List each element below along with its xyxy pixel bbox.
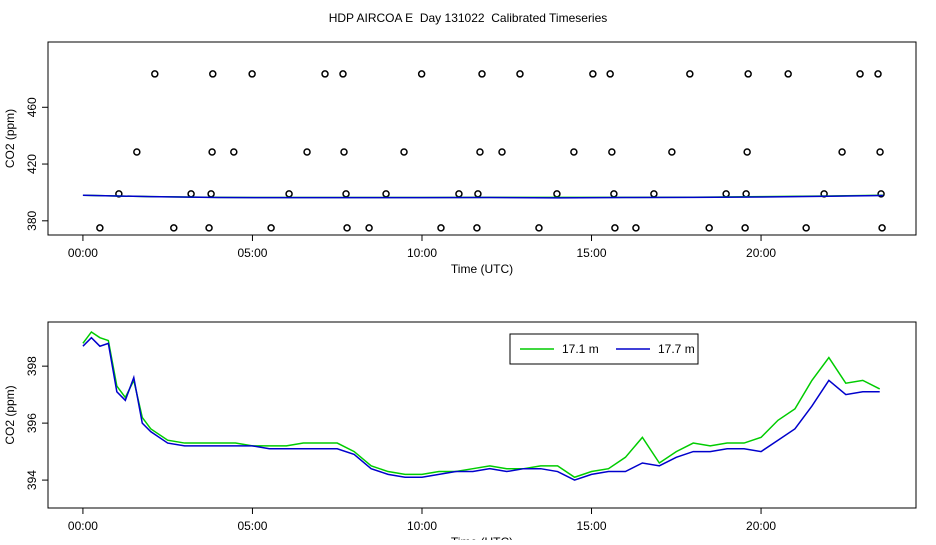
data-point [874, 70, 882, 78]
x-tick-label: 20:00 [746, 519, 776, 533]
data-point [207, 190, 215, 198]
y-axis-label: CO2 (ppm) [3, 109, 17, 168]
data-point [365, 224, 373, 232]
data-point [878, 224, 886, 232]
data-point [610, 190, 618, 198]
data-point [151, 70, 159, 78]
data-point [478, 70, 486, 78]
data-point [230, 148, 238, 156]
data-point [686, 70, 694, 78]
data-point [339, 70, 347, 78]
data-point [606, 70, 614, 78]
data-point [321, 70, 329, 78]
data-point [589, 70, 597, 78]
data-point [742, 190, 750, 198]
data-point [342, 190, 350, 198]
data-point [248, 70, 256, 78]
data-point [743, 148, 751, 156]
data-point [208, 148, 216, 156]
x-axis-label: Time (UTC) [451, 262, 513, 276]
x-tick-label: 15:00 [577, 246, 607, 260]
y-tick-label: 394 [25, 470, 39, 490]
data-point [632, 224, 640, 232]
data-point [400, 148, 408, 156]
data-point [343, 224, 351, 232]
legend-label: 17.1 m [562, 342, 599, 356]
x-tick-label: 05:00 [237, 246, 267, 260]
data-point [856, 70, 864, 78]
y-tick-label: 460 [25, 97, 39, 117]
data-point [476, 148, 484, 156]
data-point [516, 70, 524, 78]
data-point [205, 224, 213, 232]
data-point [744, 70, 752, 78]
plot-frame [47, 321, 917, 509]
data-point [570, 148, 578, 156]
chart-title: HDP AIRCOA E Day 131022 Calibrated Times… [329, 11, 608, 25]
y-axis-label: CO2 (ppm) [3, 385, 17, 444]
data-point [876, 148, 884, 156]
data-point [115, 190, 123, 198]
x-tick-label: 10:00 [407, 519, 437, 533]
data-point [877, 190, 885, 198]
data-point [705, 224, 713, 232]
data-point [784, 70, 792, 78]
data-point [340, 148, 348, 156]
x-tick-label: 05:00 [237, 519, 267, 533]
y-tick-label: 396 [25, 413, 39, 433]
x-tick-label: 00:00 [68, 519, 98, 533]
data-point [170, 224, 178, 232]
y-tick-label: 380 [25, 210, 39, 230]
data-point [133, 148, 141, 156]
data-point [417, 70, 426, 78]
data-point [285, 190, 293, 198]
data-point [802, 224, 810, 232]
data-point [303, 148, 311, 156]
data-point [209, 70, 217, 78]
x-tick-label: 20:00 [746, 246, 776, 260]
y-tick-label: 398 [25, 356, 39, 376]
data-point [96, 224, 104, 232]
data-line [82, 336, 880, 481]
data-point [187, 190, 195, 198]
data-point [437, 224, 445, 232]
data-point [553, 190, 561, 198]
data-point [650, 190, 658, 198]
data-point [611, 224, 619, 232]
x-tick-label: 15:00 [577, 519, 607, 533]
x-tick-label: 10:00 [407, 246, 437, 260]
data-line [82, 194, 884, 199]
data-line [82, 330, 881, 479]
data-point [498, 148, 506, 156]
data-point [741, 224, 749, 232]
data-point [668, 148, 676, 156]
legend-label: 17.7 m [658, 342, 695, 356]
data-point [267, 224, 275, 232]
data-point [535, 224, 543, 232]
data-point [838, 148, 846, 156]
data-point [722, 190, 730, 198]
plot-frame [47, 41, 917, 236]
data-point [455, 190, 463, 198]
data-point [473, 224, 481, 232]
data-point [474, 190, 482, 198]
data-point [608, 148, 616, 156]
x-axis-label: Time (UTC) [451, 535, 513, 540]
y-tick-label: 420 [25, 154, 39, 174]
data-point [382, 190, 390, 198]
x-tick-label: 00:00 [68, 246, 98, 260]
